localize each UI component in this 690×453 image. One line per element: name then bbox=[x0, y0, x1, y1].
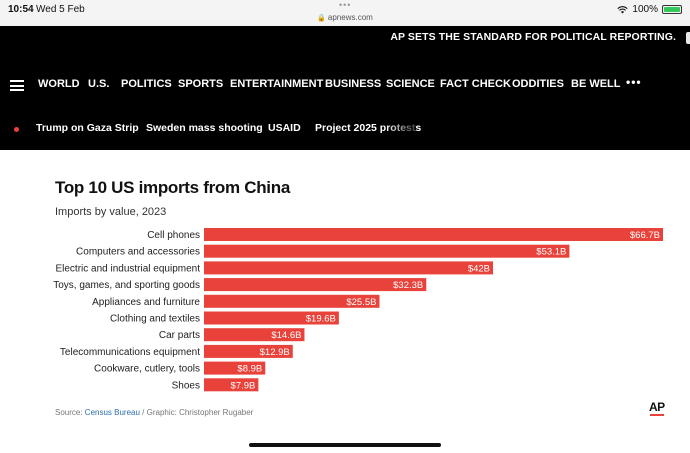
category-label: Shoes bbox=[172, 380, 200, 391]
status-icons: 100% bbox=[617, 4, 682, 15]
bar bbox=[204, 294, 380, 308]
category-label: Clothing and textiles bbox=[110, 314, 200, 325]
bar-chart: Cell phones $66.7B Computers and accessori… bbox=[53, 228, 663, 392]
bar bbox=[204, 361, 266, 375]
graphic-credit: / Graphic: Christopher Rugaber bbox=[139, 408, 254, 417]
trending-gaza[interactable]: Trump on Gaza Strip bbox=[36, 122, 139, 134]
site-header: AP SETS THE STANDARD FOR POLITICAL REPOR… bbox=[0, 26, 690, 150]
trending-fade bbox=[385, 122, 415, 136]
value-label: $12.9B bbox=[260, 347, 290, 358]
main-nav: WORLD U.S. POLITICS SPORTS ENTERTAINMENT… bbox=[0, 75, 690, 94]
nav-fact-check[interactable]: FACT CHECK bbox=[440, 78, 511, 90]
battery-icon bbox=[662, 5, 682, 14]
source-credit: Source: Census Bureau / Graphic: Christo… bbox=[55, 408, 253, 417]
category-label: Electric and industrial equipment bbox=[55, 263, 200, 274]
category-label: Telecommunications equipment bbox=[60, 347, 200, 358]
bar bbox=[204, 328, 305, 342]
category-label: Toys, games, and sporting goods bbox=[53, 280, 200, 291]
chart-subtitle: Imports by value, 2023 bbox=[55, 206, 167, 218]
category-label: Car parts bbox=[159, 330, 200, 341]
value-label: $25.5B bbox=[346, 297, 376, 308]
chart-title: Top 10 US imports from China bbox=[55, 178, 290, 197]
nav-us[interactable]: U.S. bbox=[88, 78, 110, 90]
wifi-icon bbox=[617, 5, 629, 14]
multitasking-dots-icon[interactable]: ••• bbox=[339, 0, 352, 10]
bar bbox=[204, 278, 427, 292]
bar bbox=[204, 244, 570, 258]
ap-logo-underline bbox=[650, 414, 664, 416]
category-label: Cookware, cutlery, tools bbox=[94, 364, 200, 375]
hamburger-menu-icon[interactable] bbox=[10, 80, 24, 91]
address-bar[interactable]: 🔒 apnews.com bbox=[0, 13, 690, 22]
nav-sports[interactable]: SPORTS bbox=[178, 78, 224, 90]
value-label: $42B bbox=[468, 263, 490, 274]
lock-icon: 🔒 bbox=[317, 15, 326, 22]
value-label: $19.6B bbox=[306, 314, 336, 325]
nav-oddities[interactable]: ODDITIES bbox=[512, 78, 564, 90]
trending-usaid[interactable]: USAID bbox=[268, 122, 301, 134]
category-label: Appliances and furniture bbox=[92, 297, 200, 308]
live-dot-icon bbox=[14, 127, 19, 132]
more-menu-icon[interactable]: ••• bbox=[626, 75, 642, 89]
nav-business[interactable]: BUSINESS bbox=[325, 78, 382, 90]
nav-entertainment[interactable]: ENTERTAINMENT bbox=[230, 78, 324, 90]
trending-bar: Trump on Gaza Strip Sweden mass shooting… bbox=[0, 122, 690, 136]
banner-edge bbox=[686, 32, 690, 44]
nav-science[interactable]: SCIENCE bbox=[386, 78, 435, 90]
nav-world[interactable]: WORLD bbox=[38, 78, 80, 90]
promo-banner[interactable]: AP SETS THE STANDARD FOR POLITICAL REPOR… bbox=[390, 31, 676, 43]
bar bbox=[204, 378, 259, 392]
status-bar: 10:54 Wed 5 Feb ••• 🔒 apnews.com 100% bbox=[0, 0, 690, 26]
nav-be-well[interactable]: BE WELL bbox=[571, 78, 621, 90]
value-label: $8.9B bbox=[237, 364, 262, 375]
bar bbox=[204, 344, 293, 358]
category-label: Computers and accessories bbox=[76, 247, 200, 258]
bar bbox=[204, 228, 663, 241]
census-bureau-link[interactable]: Census Bureau bbox=[84, 408, 140, 417]
source-prefix: Source: bbox=[55, 408, 85, 417]
nav-politics[interactable]: POLITICS bbox=[121, 78, 172, 90]
bar bbox=[204, 261, 494, 275]
value-label: $14.6B bbox=[271, 330, 301, 341]
home-indicator[interactable] bbox=[249, 443, 441, 447]
value-label: $66.7B bbox=[630, 230, 660, 241]
status-date: Wed 5 Feb bbox=[36, 4, 85, 15]
battery-percent: 100% bbox=[632, 4, 658, 15]
bar bbox=[204, 311, 339, 325]
trending-sweden[interactable]: Sweden mass shooting bbox=[146, 122, 263, 134]
value-label: $7.9B bbox=[231, 380, 256, 391]
value-label: $53.1B bbox=[536, 247, 566, 258]
status-time: 10:54 bbox=[8, 4, 34, 15]
category-label: Cell phones bbox=[147, 230, 200, 241]
ap-logo: AP bbox=[649, 400, 665, 414]
url-text: apnews.com bbox=[327, 13, 373, 22]
value-label: $32.3B bbox=[393, 280, 423, 291]
